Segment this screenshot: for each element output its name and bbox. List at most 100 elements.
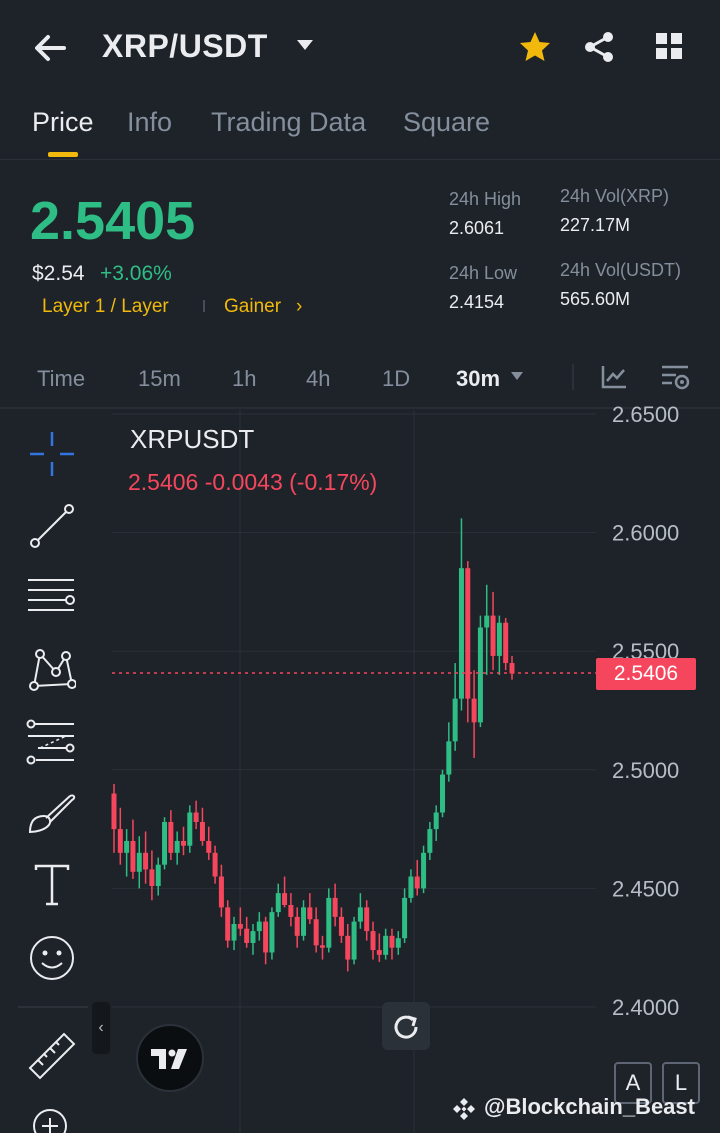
candle-body	[376, 950, 382, 955]
volume-quote-value: 565.60M	[560, 289, 631, 309]
candle-body	[509, 663, 515, 674]
candle-body	[218, 876, 224, 908]
candle-body	[446, 741, 452, 775]
pair-title[interactable]: XRP/USDT	[102, 28, 268, 64]
chart-settings-icon[interactable]	[660, 364, 692, 392]
high-label: 24h High	[449, 189, 522, 209]
candle-body	[484, 615, 490, 628]
emoji-icon[interactable]	[28, 934, 76, 982]
timeframe-30m[interactable]: 30m	[456, 366, 501, 391]
candle-body	[395, 938, 401, 948]
candle-body	[187, 812, 193, 846]
candle-body	[244, 928, 250, 943]
text-tool-icon[interactable]	[32, 864, 72, 908]
candle-body	[496, 622, 502, 656]
tab-price[interactable]: Price	[32, 107, 94, 137]
timeframe-caret-icon[interactable]	[510, 371, 524, 381]
chevron-right-icon[interactable]: ›	[296, 296, 303, 317]
share-icon[interactable]	[582, 30, 616, 64]
timeframe-15m[interactable]: 15m	[138, 366, 181, 391]
top-bar: XRP/USDT	[0, 0, 720, 95]
candle-body	[199, 821, 205, 841]
crosshair-icon[interactable]	[28, 430, 76, 478]
toolbar-divider	[18, 1006, 88, 1008]
candle-body	[180, 840, 186, 846]
candle-body	[136, 852, 142, 872]
back-arrow-icon[interactable]	[30, 28, 70, 68]
fibonacci-tool-icon[interactable]	[26, 718, 78, 766]
grid-menu-icon[interactable]	[654, 31, 684, 61]
reset-chart-button[interactable]	[382, 1002, 430, 1050]
indicator-chart-icon[interactable]	[600, 364, 628, 390]
chart-symbol: XRPUSDT	[130, 424, 255, 454]
candle-body	[301, 907, 307, 936]
volume-base-label: 24h Vol(XRP)	[560, 186, 670, 206]
candle-body	[351, 921, 357, 960]
candle-body	[402, 897, 408, 939]
candle-body	[111, 793, 117, 830]
y-tick-label: 2.4000	[612, 995, 679, 1020]
add-tool-icon[interactable]	[30, 1106, 70, 1133]
price-usd: $2.54	[32, 262, 85, 285]
candle-body	[168, 821, 174, 853]
candle-body	[237, 923, 243, 929]
tab-info[interactable]: Info	[127, 107, 173, 137]
timeframe-1h[interactable]: 1h	[232, 366, 257, 391]
candle-body	[282, 893, 288, 906]
timeframe-4h[interactable]: 4h	[306, 366, 331, 391]
tab-square[interactable]: Square	[403, 107, 491, 137]
pattern-tool-icon[interactable]	[28, 646, 76, 694]
candle-body	[143, 852, 149, 870]
caret-down-icon[interactable]	[295, 38, 315, 52]
gainer-tag[interactable]: Gainer	[224, 296, 282, 317]
candle-body	[414, 876, 420, 889]
candle-body	[149, 869, 155, 887]
favorite-star-icon[interactable]	[518, 30, 552, 64]
ruler-icon[interactable]	[26, 1030, 78, 1082]
refresh-icon	[394, 1015, 418, 1039]
candle-body	[389, 935, 395, 948]
y-tick-label: 2.5000	[612, 758, 679, 783]
candle-body	[307, 907, 313, 920]
candle-body	[256, 921, 262, 932]
horizontal-lines-icon[interactable]	[26, 574, 78, 622]
candle-body	[275, 893, 281, 913]
log-scale-button[interactable]: L	[662, 1062, 700, 1104]
candle-body	[452, 698, 458, 742]
collapse-toolbar-button[interactable]: ‹	[92, 1002, 110, 1054]
candle-body	[130, 840, 136, 872]
toolbar-divider	[572, 364, 574, 390]
timeframe-1d[interactable]: 1D	[382, 366, 411, 391]
high-value: 2.6061	[449, 218, 505, 238]
chart-price-change: 2.5406 -0.0043 (-0.17%)	[128, 469, 378, 495]
tab-trading-data[interactable]: Trading Data	[211, 107, 367, 137]
tab-bar: Price Info Trading Data Square	[0, 100, 720, 160]
brush-icon[interactable]	[26, 790, 78, 838]
candle-body	[288, 905, 294, 917]
category-tag[interactable]: Layer 1 / Layer	[42, 296, 169, 317]
candle-body	[477, 627, 483, 723]
trend-line-icon[interactable]	[28, 502, 76, 550]
last-price: 2.5405	[30, 191, 196, 251]
candle-body	[313, 919, 319, 946]
candle-body	[231, 923, 237, 941]
volume-base-value: 227.17M	[560, 215, 631, 235]
candle-body	[383, 935, 389, 955]
candle-body	[364, 907, 370, 932]
candle-body	[155, 864, 161, 887]
binance-logo-icon	[453, 1098, 475, 1120]
candle-body	[206, 840, 212, 853]
candle-body	[269, 912, 275, 953]
candle-body	[370, 931, 376, 951]
candle-body	[174, 840, 180, 853]
candle-body	[332, 897, 338, 917]
auto-scale-button[interactable]: A	[614, 1062, 652, 1104]
tradingview-logo[interactable]	[136, 1024, 204, 1092]
tradingview-logo-icon	[151, 1049, 187, 1069]
y-tick-label: 2.4500	[612, 876, 679, 901]
active-tab-indicator	[48, 152, 78, 157]
volume-quote-label: 24h Vol(USDT)	[560, 260, 682, 280]
candle-body	[433, 812, 439, 830]
timeframe-time[interactable]: Time	[37, 366, 86, 391]
